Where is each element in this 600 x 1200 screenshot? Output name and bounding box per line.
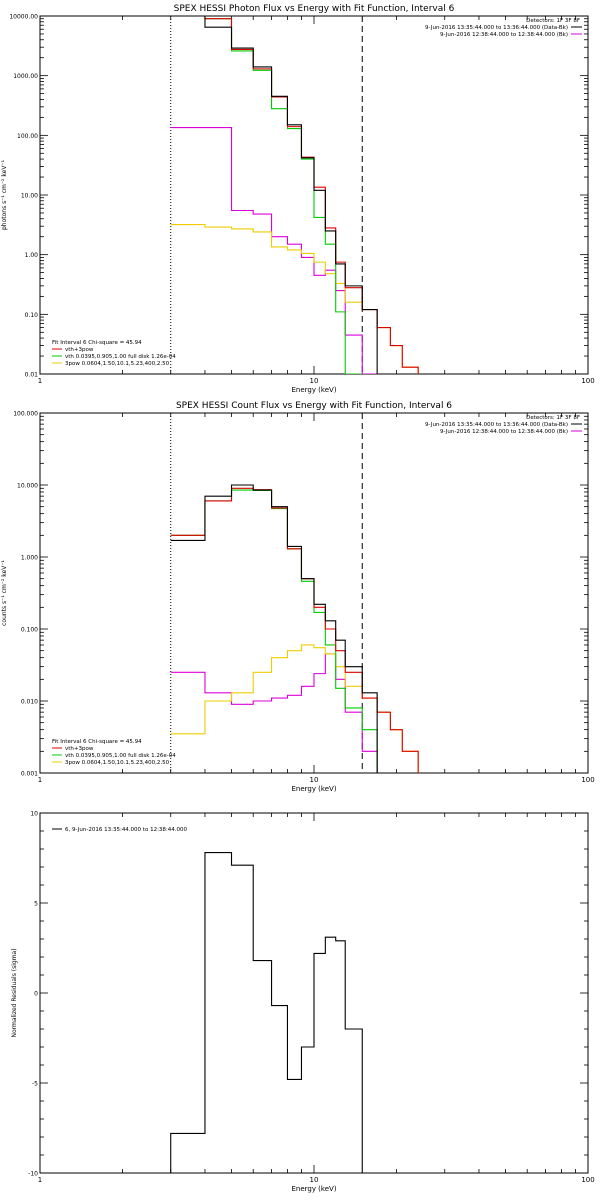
x-axis-label: Energy (keV) (291, 1185, 336, 1193)
info-line: 9-Jun-2016 13:35:44.000 to 13:36:44.000 … (425, 422, 568, 428)
x-tick-label: 10 (310, 377, 319, 385)
y-tick-label: 0.001 (21, 771, 38, 778)
chart-title: SPEX HESSI Photon Flux vs Energy with Fi… (174, 4, 455, 14)
chart-panel-2: SPEX HESSI Count Flux vs Energy with Fit… (1, 401, 595, 793)
y-tick-label: 0.01 (25, 372, 39, 379)
legend-entry: 6, 9-Jun-2016 13:35:44.000 to 12:38:44.0… (65, 827, 188, 833)
legend-entry: vth+3pow (65, 347, 94, 353)
x-tick-label: 100 (581, 776, 594, 784)
series-bk (170, 127, 378, 374)
x-axis-label: Energy (keV) (291, 785, 336, 793)
y-tick-label: 100.000 (13, 411, 38, 418)
chart-title: SPEX HESSI Count Flux vs Energy with Fit… (176, 401, 452, 411)
x-tick-label: 10 (310, 1176, 319, 1184)
series-data (170, 484, 378, 773)
info-line: 9-Jun-2016 13:35:44.000 to 13:36:44.000 … (425, 25, 568, 31)
series-group (170, 16, 419, 374)
series-6-9-jun-2016-13-35-44-00 (170, 852, 363, 1173)
series-group (170, 852, 363, 1173)
y-tick-label: -5 (32, 1081, 38, 1088)
series-3pow (170, 223, 419, 374)
legend-entry: vth 0.0395,0.905,1.00 full disk 1.26e-04 (65, 753, 176, 759)
legend-entry: 3pow 0.0604,1.50,10.1,5.23,400,2.50 (65, 361, 170, 367)
y-tick-label: 5 (34, 901, 38, 908)
legend-entry: vth 0.0395,0.905,1.00 full disk 1.26e-04 (65, 354, 176, 360)
y-axis-label: Normalized Residuals (sigma) (11, 948, 18, 1037)
x-tick-label: 100 (581, 377, 594, 385)
info-line: 9-Jun-2016 12:38:44.000 to 12:38:44.000 … (440, 32, 568, 38)
y-tick-label: 0.100 (21, 627, 38, 634)
series-group (170, 484, 419, 773)
series-bk (170, 653, 378, 773)
y-tick-label: 10.00 (21, 193, 38, 200)
legend-title: Fit Interval 6 Chi-square = 45.94 (52, 340, 142, 346)
legend-title: Fit Interval 6 Chi-square = 45.94 (52, 739, 142, 745)
y-tick-label: 1.00 (25, 252, 39, 259)
x-tick-label: 1 (38, 377, 42, 385)
chart-panel-1: SPEX HESSI Photon Flux vs Energy with Fi… (1, 4, 595, 394)
legend-entry: vth+3pow (65, 746, 94, 752)
chart-panel-3: Energy (keV) Normalized Residuals (sigma)… (11, 811, 595, 1194)
y-tick-label: 10000.00 (9, 14, 38, 21)
legend-entry: 3pow 0.0604,1.50,10.1,5.23,400,2.50 (65, 760, 170, 766)
y-tick-label: 0.10 (25, 312, 39, 319)
series-vth-3pow (170, 16, 419, 374)
info-line: 9-Jun-2016 12:38:44.000 to 12:38:44.000 … (440, 429, 568, 435)
x-tick-label: 10 (310, 776, 319, 784)
y-tick-label: 10.000 (17, 483, 38, 490)
y-axis-label: counts s⁻¹ cm⁻² keV⁻¹ (1, 560, 8, 626)
y-tick-label: 1000.00 (13, 73, 38, 80)
series-3pow (170, 644, 419, 773)
x-tick-label: 1 (38, 1176, 42, 1184)
x-tick-label: 1 (38, 776, 42, 784)
y-axis-label: photons s⁻¹ cm⁻² keV⁻¹ (1, 159, 8, 230)
y-tick-label: 100.00 (17, 133, 38, 140)
y-tick-label: 1.000 (21, 555, 38, 562)
series-vth (170, 16, 363, 374)
series-data (170, 16, 378, 374)
y-tick-label: -10 (28, 1171, 38, 1178)
x-tick-label: 100 (581, 1176, 594, 1184)
y-tick-label: 10 (30, 811, 38, 818)
series-vth (170, 489, 378, 773)
y-tick-label: 0.010 (21, 699, 38, 706)
info-line: Detectors: 1F 3F 8F (526, 415, 580, 421)
series-vth-3pow (170, 487, 419, 773)
x-axis-label: Energy (keV) (291, 386, 336, 394)
y-tick-label: 0 (34, 991, 38, 998)
info-line: Detectors: 1F 3F 8F (526, 18, 580, 24)
